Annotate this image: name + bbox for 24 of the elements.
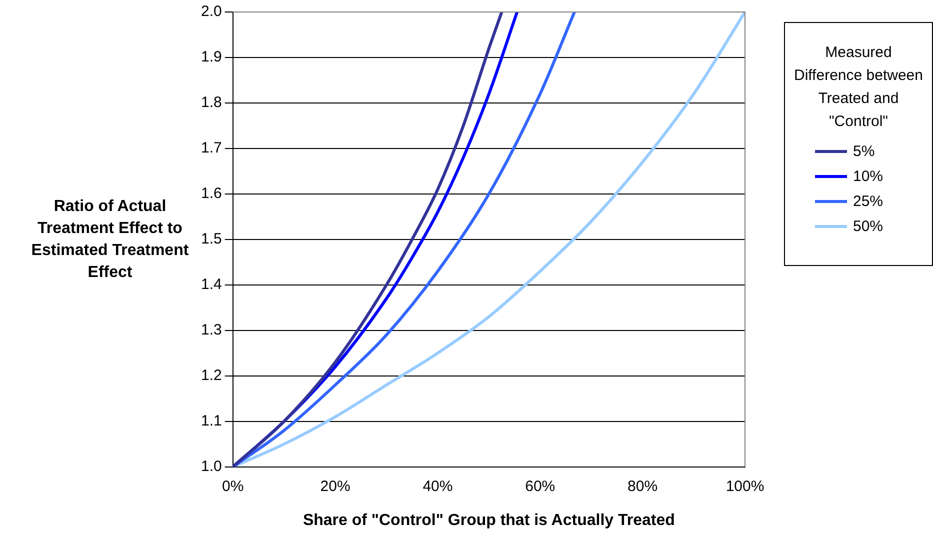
- x-tick-label: 20%: [320, 478, 350, 495]
- legend-label: 50%: [853, 218, 884, 235]
- x-tick-label: 100%: [726, 478, 764, 495]
- y-tick-label: 1.7: [200, 140, 222, 157]
- y-tick-label: 1.9: [200, 48, 222, 66]
- y-tick-label: 1.1: [200, 412, 222, 430]
- x-tick-label: 60%: [525, 478, 556, 495]
- x-tick-label: 0%: [222, 478, 244, 495]
- y-tick-label: 1.0: [200, 458, 222, 475]
- x-tick-label: 80%: [628, 478, 658, 495]
- legend-label: 10%: [853, 168, 884, 185]
- y-tick-label: 2.0: [200, 3, 222, 20]
- y-tick-label: 1.2: [200, 366, 222, 384]
- y-tick-label: 1.4: [200, 276, 222, 294]
- legend-label: 25%: [853, 193, 884, 210]
- y-tick-label: 1.5: [200, 230, 222, 248]
- x-axis-title: Share of "Control" Group that is Actually Treated: [302, 512, 675, 529]
- y-tick-label: 1.6: [200, 185, 222, 202]
- legend-title: Measured Difference between Treated and "Control": [793, 43, 924, 132]
- y-tick-label: 1.8: [200, 94, 222, 112]
- y-tick-label: 1.3: [200, 322, 222, 338]
- y-axis-title: Ratio of Actual Treatment Effect to Estimated Treatment Effect: [30, 197, 190, 283]
- legend-label: 5%: [853, 143, 875, 160]
- x-tick-label: 40%: [422, 478, 453, 495]
